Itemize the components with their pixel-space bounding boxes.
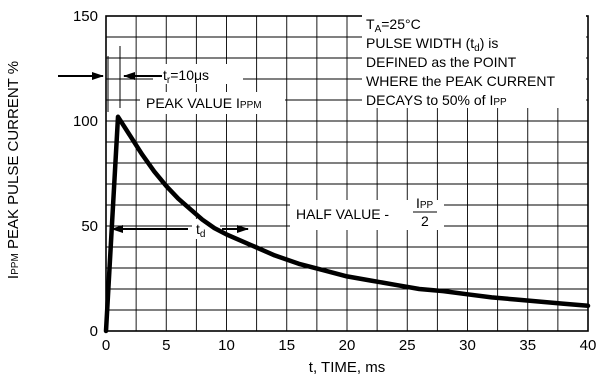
- note-line: WHERE the PEAK CURRENT: [366, 73, 555, 89]
- half-frac-denominator: 2: [421, 213, 429, 229]
- x-tick-label: 5: [162, 337, 170, 354]
- plot-frame: [105, 15, 589, 332]
- y-tick-label: 150: [73, 8, 98, 25]
- peak-label-box: [140, 92, 285, 114]
- note-line: DEFINED as the POINT: [366, 54, 517, 70]
- x-tick-label: 25: [399, 337, 416, 354]
- x-axis-title: t, TIME, ms: [309, 359, 385, 376]
- x-tick-label: 0: [102, 337, 110, 354]
- td-label-box: [192, 219, 220, 239]
- half-frac-numerator: IPP: [416, 195, 434, 211]
- y-axis-title: IPPM PEAK PULSE CURRENT %: [5, 61, 22, 279]
- half-label-text: HALF VALUE -: [296, 206, 389, 222]
- x-tick-label: 40: [580, 337, 597, 354]
- series-line: [103, 114, 591, 334]
- note-line: PULSE WIDTH (td) is: [366, 35, 498, 54]
- note-line: DECAYS to 50% of IPP: [366, 92, 507, 108]
- td-label: td: [196, 221, 205, 240]
- half-label-box: [290, 200, 444, 230]
- x-tick-label: 15: [278, 337, 295, 354]
- half-value-label: HALF VALUE - IPP 2: [296, 195, 437, 229]
- tr-label: tr=10μs: [163, 67, 209, 86]
- y-tick-labels: 0 50 100 150: [73, 8, 98, 340]
- peak-label: PEAK VALUE IPPM: [146, 95, 262, 111]
- x-tick-label: 35: [519, 337, 536, 354]
- x-tick-label: 20: [339, 337, 356, 354]
- x-tick-label: 30: [459, 337, 476, 354]
- x-tick-labels: 0 5 10 15 20 25 30 35 40: [102, 337, 597, 354]
- note-line: TA=25°C: [366, 16, 421, 35]
- note-box: [362, 12, 586, 108]
- y-tick-label: 0: [90, 323, 98, 340]
- y-tick-label: 50: [81, 218, 98, 235]
- x-tick-label: 10: [218, 337, 235, 354]
- y-tick-label: 100: [73, 113, 98, 130]
- tr-label-box: [153, 64, 243, 84]
